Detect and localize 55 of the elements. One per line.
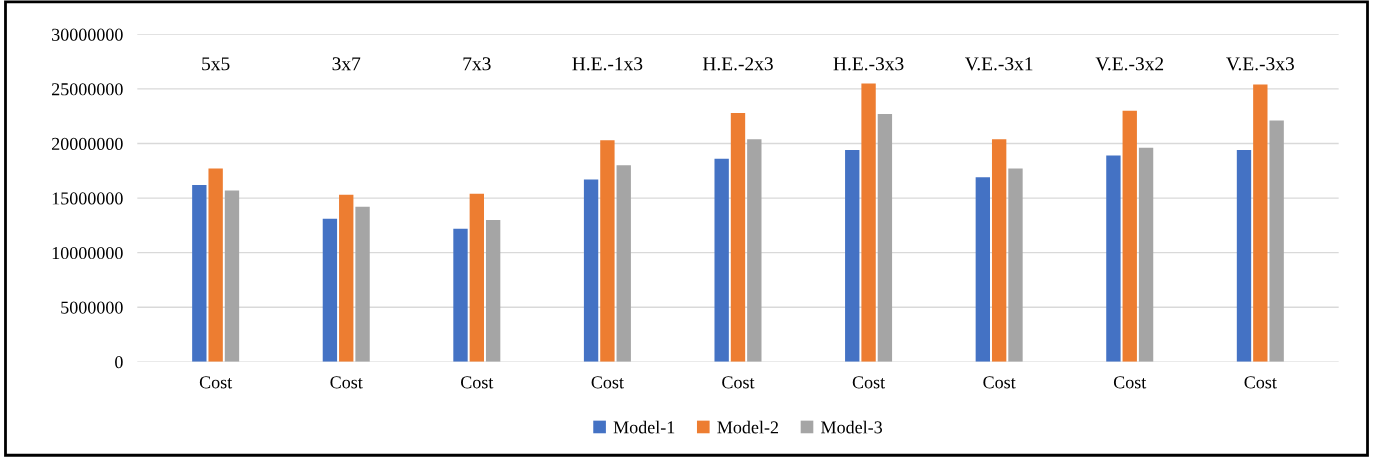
x-tick-label: Cost	[1244, 376, 1277, 389]
bar	[1008, 168, 1023, 362]
bar	[1253, 84, 1268, 362]
x-tick-label: Cost	[461, 376, 494, 389]
y-tick-label: 25000000	[51, 83, 123, 96]
y-tick-label: 15000000	[52, 192, 123, 205]
annotation: V.E.-3x2	[1095, 57, 1164, 71]
y-tick-label: 20000000	[51, 137, 123, 150]
x-tick-label: Cost	[722, 376, 755, 389]
y-tick-label: 10000000	[52, 246, 123, 260]
annotation: H.E.-2x3	[702, 57, 773, 71]
y-tick-label: 5000000	[61, 301, 123, 314]
bar	[192, 184, 207, 362]
x-tick-label: Cost	[852, 376, 886, 389]
annotation: V.E.-3x1	[964, 57, 1033, 71]
legend-label: Model-2	[717, 420, 779, 434]
bar	[747, 139, 762, 362]
annotation: 5x5	[202, 57, 230, 71]
x-tick-label: Cost	[330, 376, 363, 389]
bar	[224, 190, 240, 362]
bar	[469, 193, 484, 362]
bar	[1122, 110, 1137, 362]
bar	[861, 83, 876, 362]
legend-label: Model-1	[613, 420, 675, 434]
y-tick-label: 30000000	[52, 28, 123, 41]
bar	[714, 158, 729, 362]
bar	[600, 140, 615, 362]
annotation: H.E.-1x3	[572, 57, 643, 71]
bar	[355, 206, 370, 362]
legend-label: Model-3	[821, 420, 883, 434]
bar	[991, 139, 1007, 362]
bar	[322, 218, 338, 362]
x-tick-label: Cost	[591, 376, 624, 389]
x-tick-label: Cost	[1113, 376, 1147, 389]
x-tick-label: Cost	[199, 376, 233, 389]
bar	[730, 112, 746, 362]
x-tick-label: Cost	[983, 376, 1016, 389]
bar	[616, 165, 631, 362]
bar	[208, 168, 223, 362]
y-tick-label: 0	[115, 356, 123, 369]
annotation: 7x3	[463, 57, 491, 71]
annotation: 3x7	[332, 57, 361, 71]
bar	[485, 219, 501, 362]
bar	[845, 150, 860, 362]
bar	[339, 194, 354, 362]
annotation: H.E.-3x3	[833, 57, 904, 71]
bar	[877, 114, 893, 362]
bar	[453, 228, 468, 362]
annotation: V.E.-3x3	[1226, 57, 1294, 71]
bar	[1236, 150, 1252, 362]
bar	[583, 179, 599, 362]
bar	[1269, 120, 1284, 362]
bar	[1138, 147, 1154, 362]
bar	[1106, 155, 1121, 362]
bar	[975, 177, 991, 362]
